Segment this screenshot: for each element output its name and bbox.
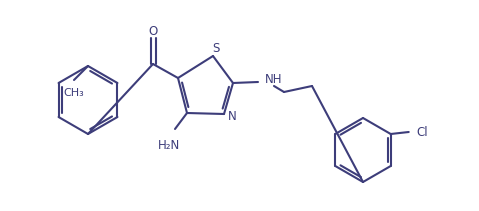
Text: N: N — [228, 110, 236, 123]
Text: NH: NH — [265, 73, 283, 85]
Text: O: O — [148, 24, 158, 38]
Text: CH₃: CH₃ — [64, 88, 84, 98]
Text: Cl: Cl — [417, 126, 428, 138]
Text: S: S — [212, 42, 220, 54]
Text: H₂N: H₂N — [158, 139, 180, 152]
